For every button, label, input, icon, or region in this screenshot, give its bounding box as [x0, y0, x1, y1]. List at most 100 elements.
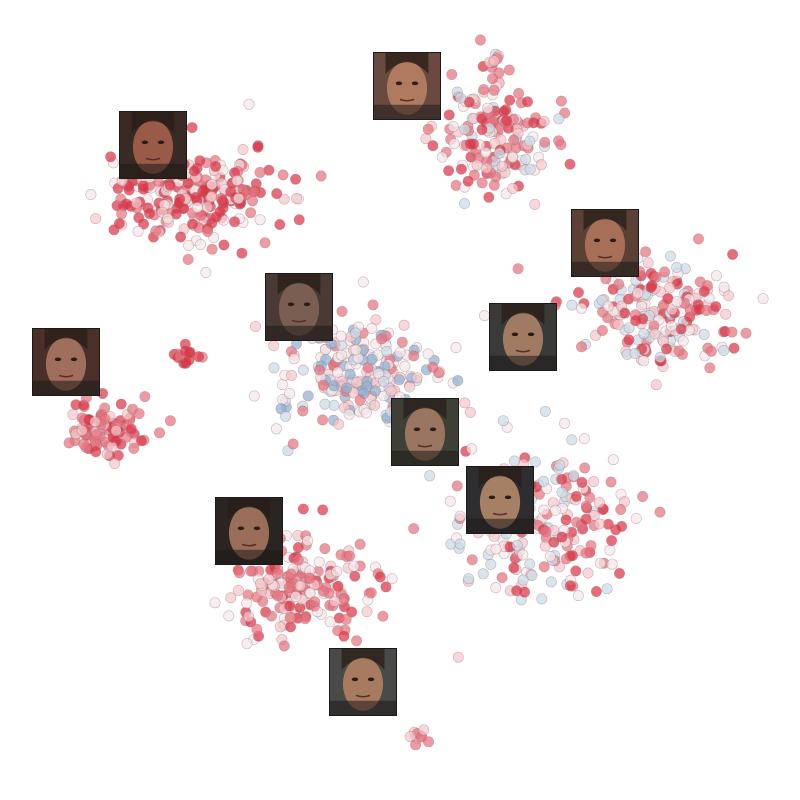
data-point [549, 504, 561, 516]
data-point [664, 282, 676, 294]
data-point [408, 523, 420, 535]
data-point [640, 246, 652, 258]
data-point [374, 571, 386, 583]
data-point [596, 324, 608, 336]
data-point [285, 611, 297, 623]
data-point [526, 569, 538, 581]
data-point [692, 233, 704, 245]
data-point [344, 550, 356, 562]
data-point [485, 558, 497, 570]
data-point [201, 201, 213, 213]
data-point [476, 177, 488, 189]
data-point [638, 328, 650, 340]
data-point [496, 572, 508, 584]
data-point [576, 476, 588, 488]
data-point [225, 592, 237, 604]
data-point [529, 456, 541, 468]
data-point [340, 613, 352, 625]
data-point [183, 239, 195, 251]
data-point [637, 490, 649, 502]
data-point [243, 611, 255, 623]
data-point [488, 179, 500, 191]
data-point [365, 587, 377, 599]
data-point [718, 344, 730, 356]
data-point [448, 138, 460, 150]
data-point [135, 435, 147, 447]
data-point [585, 540, 597, 552]
data-point [297, 503, 309, 515]
data-point [232, 584, 244, 596]
data-point [524, 163, 536, 175]
data-point [290, 173, 302, 185]
data-point [285, 568, 297, 580]
data-point [566, 550, 578, 562]
data-point [378, 375, 390, 387]
data-point [443, 109, 455, 121]
data-point [354, 538, 366, 550]
data-point [478, 310, 490, 322]
data-point [615, 503, 627, 515]
data-point [287, 438, 299, 450]
data-point [110, 425, 122, 437]
data-point [507, 151, 519, 163]
data-point [278, 193, 290, 205]
data-point [710, 301, 722, 313]
data-point [128, 442, 140, 454]
data-point [538, 504, 550, 516]
data-point [309, 596, 321, 608]
data-point [274, 621, 286, 633]
data-point [285, 369, 297, 381]
data-point [268, 340, 280, 352]
data-point [619, 307, 631, 319]
data-point [85, 189, 97, 201]
data-point [336, 305, 348, 317]
data-point [116, 208, 128, 220]
face-thumbnail-8 [466, 466, 534, 534]
data-point [288, 353, 300, 365]
data-point [529, 198, 541, 210]
data-point [570, 490, 582, 502]
data-point [248, 186, 260, 198]
data-point [720, 308, 732, 320]
face-thumbnail-4 [265, 273, 333, 341]
data-point [757, 293, 769, 305]
data-point [265, 610, 277, 622]
data-point [231, 175, 243, 187]
data-point [446, 69, 458, 81]
data-point [476, 124, 488, 136]
data-point [588, 476, 600, 488]
data-point [579, 462, 591, 474]
data-point [507, 182, 519, 194]
data-point [524, 558, 536, 570]
data-point [187, 218, 199, 230]
data-point [372, 367, 384, 379]
data-point [233, 567, 245, 579]
data-point [335, 330, 347, 342]
data-point [328, 399, 340, 411]
data-point [488, 55, 500, 67]
data-point [280, 410, 292, 422]
data-point [360, 407, 372, 419]
data-point [508, 562, 520, 574]
data-point [698, 285, 710, 297]
data-point [63, 437, 75, 449]
points-layer [63, 34, 769, 751]
data-point [99, 402, 111, 414]
data-point [422, 348, 434, 360]
data-point [121, 198, 133, 210]
data-point [623, 334, 635, 346]
data-point [367, 299, 379, 311]
data-point [464, 138, 476, 150]
data-point [504, 94, 516, 106]
data-point [202, 226, 214, 238]
data-point [332, 580, 344, 592]
data-point [313, 556, 325, 568]
data-point [466, 554, 478, 566]
data-point [660, 343, 672, 355]
data-point [488, 84, 500, 96]
data-point [508, 134, 520, 146]
data-point [501, 115, 513, 127]
data-point [673, 345, 685, 357]
data-point [293, 214, 305, 226]
data-point [351, 376, 363, 388]
